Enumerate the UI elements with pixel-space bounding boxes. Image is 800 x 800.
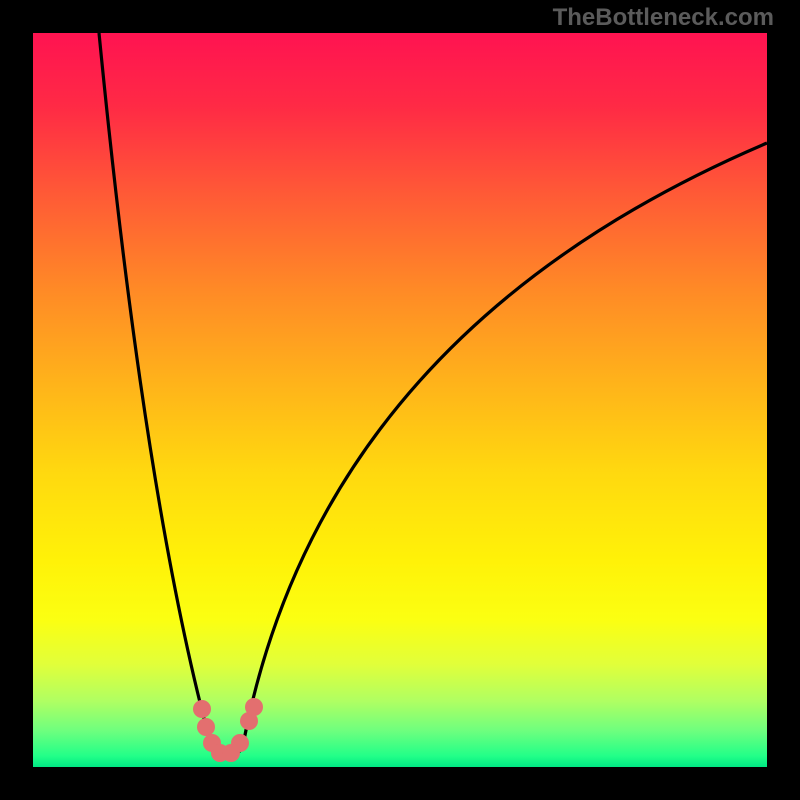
bottleneck-marker: [245, 698, 263, 716]
bottleneck-marker-group: [193, 698, 263, 762]
watermark-text: TheBottleneck.com: [553, 4, 774, 32]
chart-plot-area: [33, 33, 767, 767]
bottleneck-marker: [197, 718, 215, 736]
bottleneck-curve-left: [99, 33, 211, 745]
bottleneck-curve-right: [243, 143, 767, 745]
chart-curves-layer: [33, 33, 767, 767]
bottleneck-marker: [193, 700, 211, 718]
bottleneck-marker: [231, 734, 249, 752]
